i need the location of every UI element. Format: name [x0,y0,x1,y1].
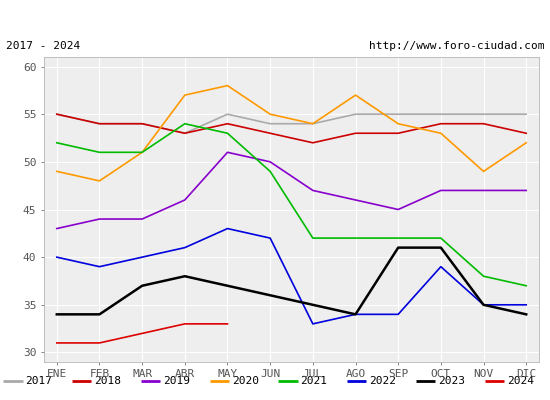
Text: 2023: 2023 [438,376,465,386]
Text: 2017: 2017 [25,376,52,386]
Text: 2017 - 2024: 2017 - 2024 [6,41,80,51]
Text: Evolucion del paro registrado en Aldealengua: Evolucion del paro registrado en Aldeale… [82,10,468,25]
Text: http://www.foro-ciudad.com: http://www.foro-ciudad.com [369,41,544,51]
Text: 2021: 2021 [300,376,327,386]
Text: 2019: 2019 [163,376,190,386]
Text: 2018: 2018 [94,376,121,386]
Text: 2020: 2020 [232,376,258,386]
Text: 2022: 2022 [369,376,396,386]
Text: 2024: 2024 [507,376,534,386]
